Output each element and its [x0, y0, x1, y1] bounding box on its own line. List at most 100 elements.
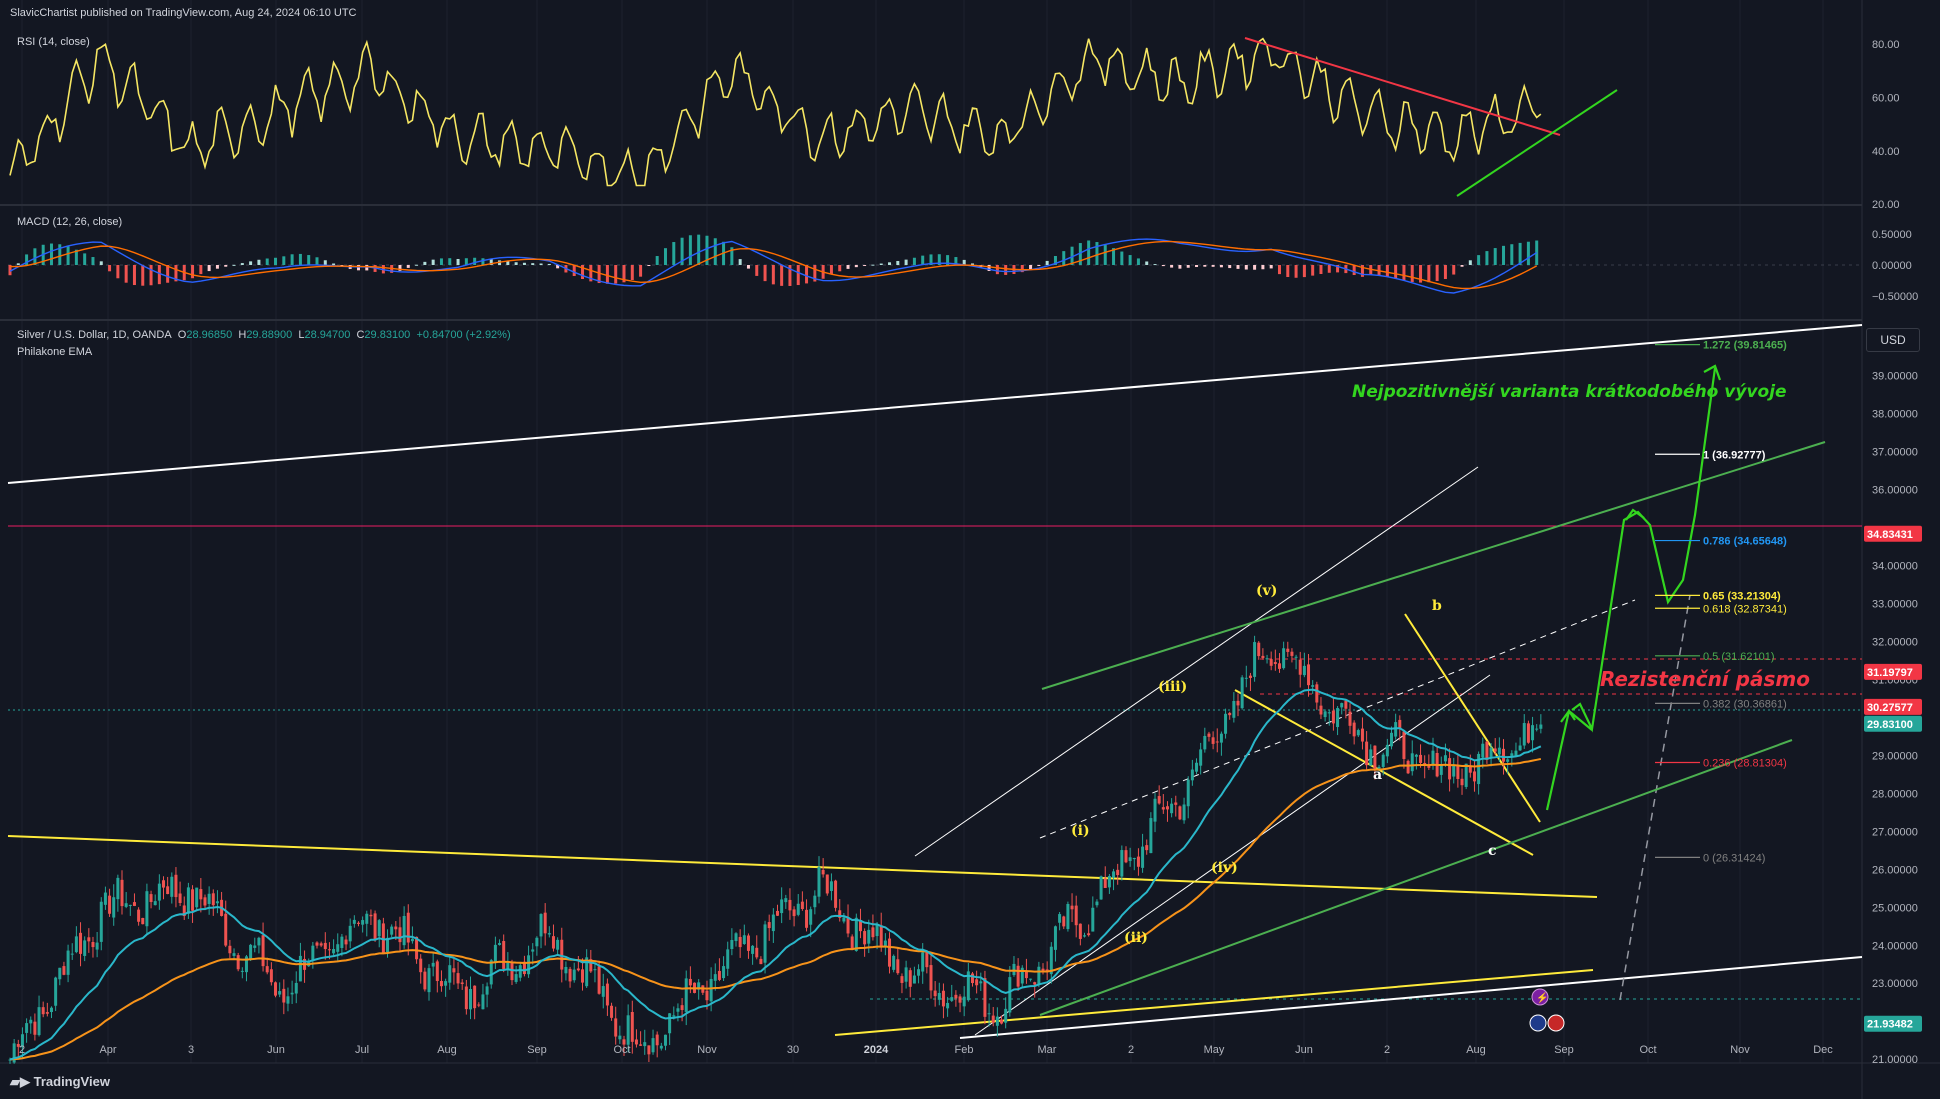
macd-histogram-bar — [315, 257, 319, 265]
candle — [390, 924, 394, 938]
svg-text:1 (36.92777): 1 (36.92777) — [1703, 449, 1766, 461]
macd-histogram-bar — [813, 265, 817, 282]
price-axis-label: 37.00000 — [1872, 447, 1918, 459]
macd-histogram-bar — [1136, 258, 1140, 265]
wave-label-a: a — [1373, 767, 1382, 783]
macd-histogram-bar — [697, 234, 701, 265]
candle — [381, 917, 385, 955]
macd-histogram-bar — [539, 263, 543, 265]
candle — [821, 858, 825, 878]
macd-histogram-bar — [249, 261, 253, 265]
candle — [191, 885, 195, 923]
candle — [1128, 847, 1132, 867]
candle — [883, 933, 887, 956]
date-label: 2024 — [864, 1044, 889, 1056]
candle — [1448, 748, 1452, 792]
candle — [1464, 763, 1468, 790]
candle — [1286, 641, 1290, 657]
currency-selector[interactable]: USD — [1866, 328, 1920, 352]
candle — [1414, 753, 1418, 770]
macd-histogram-bar — [589, 265, 593, 282]
macd-histogram-bar — [605, 265, 609, 284]
candle — [676, 1003, 680, 1022]
candle — [917, 964, 921, 984]
price-badge: 29.83100 — [1864, 715, 1922, 732]
candle — [514, 965, 518, 984]
macd-histogram-bar — [672, 242, 676, 265]
candle — [58, 967, 62, 986]
close-value: 29.83100 — [364, 329, 411, 341]
candle — [1419, 744, 1423, 768]
candle — [286, 987, 290, 1012]
candle — [1062, 915, 1066, 930]
candle — [257, 936, 261, 954]
date-label: Nov — [697, 1044, 717, 1056]
macd-histogram-bar — [1145, 261, 1149, 265]
macd-title: MACD (12, 26, close) — [17, 216, 123, 228]
indicator-title[interactable]: Philakone EMA — [17, 346, 93, 358]
close-label: C — [356, 329, 365, 341]
macd-histogram-bar — [232, 264, 236, 266]
candle — [1049, 942, 1053, 984]
candle — [1489, 743, 1493, 767]
lightning-event-icon[interactable] — [1531, 988, 1549, 1006]
candle — [771, 908, 775, 943]
candle — [199, 878, 203, 913]
candle — [1265, 654, 1269, 664]
candle — [228, 939, 232, 959]
macd-histogram-bar — [954, 257, 958, 265]
candle — [298, 942, 302, 982]
fib-level: 0.786 (34.65648) — [1655, 536, 1787, 548]
candle — [1165, 801, 1169, 822]
macd-axis-label: 0.00000 — [1872, 260, 1912, 272]
candle — [1535, 724, 1539, 732]
candle — [888, 932, 892, 974]
us-flag-event-icon[interactable] — [1529, 1014, 1547, 1032]
candle — [1344, 699, 1348, 719]
symbol-name[interactable]: Silver / U.S. Dollar, 1D, OANDA — [17, 329, 172, 341]
candle — [610, 1002, 614, 1021]
candle — [1406, 759, 1410, 775]
macd-histogram-bar — [1477, 255, 1481, 265]
macd-histogram-bar — [531, 263, 535, 265]
yellow-descending-trendline — [7, 835, 1598, 898]
candle — [377, 919, 381, 948]
macd-histogram-bar — [74, 249, 78, 265]
candle — [1402, 731, 1406, 769]
wave-label-v: (v) — [1256, 583, 1277, 599]
candle — [290, 980, 294, 1004]
svg-text:0.382 (30.36861): 0.382 (30.36861) — [1703, 698, 1787, 710]
candle — [1232, 692, 1236, 723]
macd-line — [9, 238, 1538, 294]
us-flag-event-icon-2[interactable] — [1547, 1014, 1565, 1032]
macd-histogram-bar — [1468, 260, 1472, 265]
candle — [738, 929, 742, 958]
candle — [726, 941, 730, 976]
macd-histogram-bar — [1402, 265, 1406, 281]
price-axis-label: 38.00000 — [1872, 409, 1918, 421]
candle — [1373, 745, 1377, 780]
candle — [842, 912, 846, 924]
candle — [240, 967, 244, 979]
candle — [634, 1029, 638, 1048]
macd-histogram-bar — [174, 265, 178, 282]
candle — [1000, 1015, 1004, 1025]
candle — [402, 906, 406, 949]
candle — [755, 935, 759, 960]
price-badge: 30.27577 — [1864, 698, 1922, 715]
candle — [975, 970, 979, 994]
candle — [141, 917, 145, 925]
candle — [1443, 743, 1447, 767]
candle — [25, 1018, 29, 1043]
candle — [1087, 924, 1091, 937]
candle — [1315, 681, 1319, 710]
candle — [170, 872, 174, 904]
candle — [498, 939, 502, 946]
candle — [1215, 728, 1219, 753]
date-label: Oct — [613, 1044, 630, 1056]
candle — [162, 876, 165, 900]
candle — [958, 994, 962, 1013]
rsi-line — [9, 37, 1542, 187]
candle — [1020, 965, 1024, 988]
